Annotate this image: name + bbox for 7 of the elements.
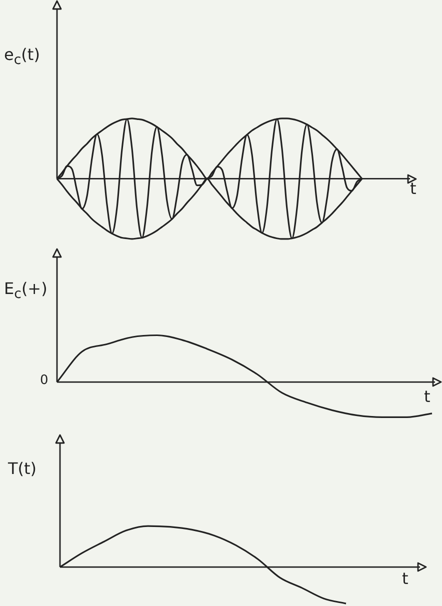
y-axis-title: E$_{c}$(+) — [4, 279, 48, 304]
x-axis-title: t — [410, 179, 416, 198]
text: 0 — [40, 372, 48, 390]
x-axis-title: t — [424, 387, 430, 406]
y-axis-title: T(t) — [8, 459, 37, 478]
x-axis-title: t — [402, 569, 408, 588]
y-axis-title: e$_{c}$(t) — [4, 45, 40, 70]
